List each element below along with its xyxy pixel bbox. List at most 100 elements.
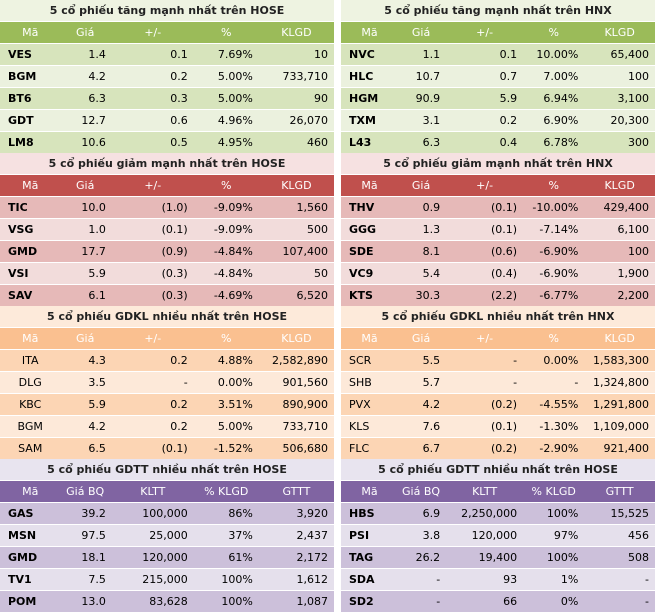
value-cell: 5.9 bbox=[88, 267, 106, 280]
header-cell: % bbox=[548, 332, 559, 345]
value-cell: 6,100 bbox=[617, 223, 649, 236]
panel-title: 5 cổ phiếu giảm mạnh nhất trên HOSE bbox=[0, 153, 334, 174]
value-cell: -4.84% bbox=[213, 267, 253, 280]
value-cell: 733,710 bbox=[282, 70, 328, 83]
value-cell: 6,520 bbox=[296, 289, 328, 302]
header-cell: % bbox=[221, 179, 232, 192]
ticker-cell: MSN bbox=[8, 529, 37, 542]
value-cell: 0.2 bbox=[170, 354, 188, 367]
data-row: DLG 3.5 - 0.00% 901,560 bbox=[0, 371, 334, 393]
value-cell: 3,100 bbox=[617, 92, 649, 105]
header-cell: % bbox=[548, 179, 559, 192]
ticker-cell: GMD bbox=[8, 245, 38, 258]
data-row: VSG 1.0 (0.1) -9.09% 500 bbox=[0, 218, 334, 240]
header-cell: Mã bbox=[361, 179, 378, 192]
value-cell: 2,582,890 bbox=[271, 354, 328, 367]
ticker-cell: VSI bbox=[8, 267, 29, 280]
header-row: Mã Giá BQ KLTT % KLGD GTTT bbox=[0, 480, 334, 502]
value-cell: 4.2 bbox=[88, 420, 106, 433]
stock-panel: 5 cổ phiếu GDTT nhiều nhất trên HOSE Mã Gi… bbox=[341, 459, 655, 612]
header-row: Mã Giá +/-% KLGD bbox=[0, 21, 334, 43]
value-cell: 6.78% bbox=[543, 136, 579, 149]
value-cell: 5.5 bbox=[422, 354, 441, 367]
ticker-cell: NVC bbox=[349, 48, 375, 61]
value-cell: 2,437 bbox=[296, 529, 328, 542]
value-cell: 1% bbox=[560, 573, 579, 586]
value-cell: 0.1 bbox=[170, 48, 188, 61]
value-cell: 6.9 bbox=[422, 507, 441, 520]
ticker-cell: SAV bbox=[8, 289, 33, 302]
value-cell: 0.7 bbox=[499, 70, 518, 83]
value-cell: 456 bbox=[627, 529, 649, 542]
value-cell: 3.8 bbox=[422, 529, 441, 542]
value-cell: (0.1) bbox=[491, 223, 518, 236]
value-cell: 100% bbox=[221, 595, 253, 608]
value-cell: 30.3 bbox=[415, 289, 441, 302]
value-cell: 65,400 bbox=[610, 48, 649, 61]
data-row: THV 0.9 (0.1) -10.00% 429,400 bbox=[341, 196, 655, 218]
value-cell: 7.5 bbox=[88, 573, 106, 586]
ticker-cell: TXM bbox=[349, 114, 376, 127]
value-cell: 7.6 bbox=[422, 420, 441, 433]
value-cell: 0.2 bbox=[499, 114, 518, 127]
header-cell: GTTT bbox=[605, 485, 634, 498]
value-cell: - bbox=[436, 595, 441, 608]
value-cell: (0.1) bbox=[161, 223, 188, 236]
value-cell: 100% bbox=[546, 551, 579, 564]
header-cell: Giá bbox=[411, 26, 431, 39]
value-cell: (0.6) bbox=[491, 245, 518, 258]
header-cell: KLTT bbox=[472, 485, 498, 498]
value-cell: 6.1 bbox=[88, 289, 106, 302]
value-cell: 5.4 bbox=[422, 267, 441, 280]
value-cell: 66 bbox=[503, 595, 518, 608]
panel-title: 5 cổ phiếu GDKL nhiều nhất trên HOSE bbox=[0, 306, 334, 327]
value-cell: -6.90% bbox=[539, 245, 579, 258]
header-cell: Mã bbox=[361, 485, 378, 498]
value-cell: -4.69% bbox=[213, 289, 253, 302]
value-cell: 3.1 bbox=[422, 114, 441, 127]
data-row: FLC 6.7 (0.2) -2.90% 921,400 bbox=[341, 437, 655, 459]
value-cell: 4.96% bbox=[217, 114, 253, 127]
value-cell: 10.00% bbox=[536, 48, 579, 61]
header-cell: KLGD bbox=[604, 26, 635, 39]
value-cell: (0.2) bbox=[491, 398, 518, 411]
value-cell: (0.1) bbox=[491, 420, 518, 433]
value-cell: 7.69% bbox=[217, 48, 253, 61]
value-cell: -4.84% bbox=[213, 245, 253, 258]
value-cell: 5.00% bbox=[217, 70, 253, 83]
value-cell: 1.1 bbox=[422, 48, 441, 61]
value-cell: 90 bbox=[313, 92, 328, 105]
ticker-cell: KTS bbox=[349, 289, 373, 302]
value-cell: 3.51% bbox=[217, 398, 253, 411]
value-cell: 100 bbox=[627, 245, 649, 258]
ticker-cell: L43 bbox=[349, 136, 372, 149]
header-cell: % bbox=[221, 26, 232, 39]
value-cell: 1,612 bbox=[296, 573, 328, 586]
ticker-cell: TIC bbox=[8, 201, 28, 214]
value-cell: 890,900 bbox=[282, 398, 328, 411]
data-row: HGM 90.9 5.9 6.94% 3,100 bbox=[341, 87, 655, 109]
stock-panel: 5 cổ phiếu GDKL nhiều nhất trên HNX Mã Giá… bbox=[341, 306, 655, 459]
header-cell: +/- bbox=[144, 179, 162, 192]
ticker-cell: VSG bbox=[8, 223, 34, 236]
value-cell: 0.1 bbox=[499, 48, 518, 61]
value-cell: 37% bbox=[228, 529, 253, 542]
header-row: Mã Giá BQ KLTT % KLGD GTTT bbox=[341, 480, 655, 502]
ticker-cell: HGM bbox=[349, 92, 379, 105]
panel-title: 5 cổ phiếu tăng mạnh nhất trên HNX bbox=[341, 0, 655, 21]
header-cell: % KLGD bbox=[204, 485, 249, 498]
value-cell: 5.9 bbox=[88, 398, 106, 411]
value-cell: -1.30% bbox=[539, 420, 579, 433]
header-row: Mã Giá +/-% KLGD bbox=[0, 174, 334, 196]
ticker-cell: HLC bbox=[349, 70, 374, 83]
header-cell: +/- bbox=[144, 332, 162, 345]
header-row: Mã Giá +/-% KLGD bbox=[341, 21, 655, 43]
data-row: TXM 3.1 0.2 6.90% 20,300 bbox=[341, 109, 655, 131]
value-cell: (0.9) bbox=[161, 245, 188, 258]
ticker-cell: DLG bbox=[18, 376, 42, 389]
header-cell: % KLGD bbox=[531, 485, 576, 498]
header-cell: +/- bbox=[476, 332, 494, 345]
header-cell: +/- bbox=[476, 179, 494, 192]
header-row: Mã Giá +/-% KLGD bbox=[0, 327, 334, 349]
